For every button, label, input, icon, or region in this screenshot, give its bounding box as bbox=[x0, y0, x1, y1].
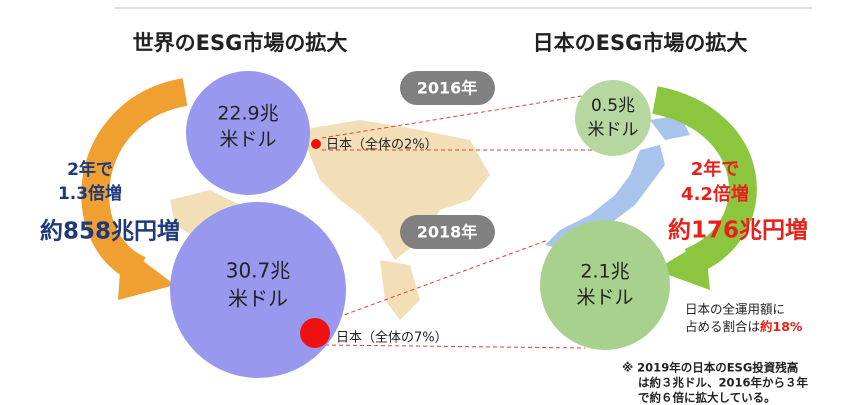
increase-text: 約858兆円増 bbox=[40, 218, 180, 245]
world-map bbox=[170, 120, 490, 320]
footnote: は約３兆ドル、2016年から３年 bbox=[638, 376, 809, 390]
japan-note: 日本（全体の2%） bbox=[326, 137, 438, 153]
circle-label: 30.7兆 bbox=[226, 259, 291, 283]
increase-text: 約176兆円増 bbox=[668, 217, 808, 244]
share-note: 占める割合は約18% bbox=[685, 319, 803, 334]
share-note: 日本の全運用額に bbox=[685, 302, 785, 317]
world-circle-2016 bbox=[186, 71, 310, 195]
circle-label: 米ドル bbox=[588, 120, 639, 140]
japan-arrow bbox=[651, 86, 757, 275]
circle-label: 0.5兆 bbox=[591, 96, 635, 116]
circle-label: 22.9兆 bbox=[217, 103, 278, 125]
japan-circle-2018 bbox=[540, 220, 670, 350]
dashed-connectors bbox=[321, 94, 592, 349]
world-title: 世界のESG市場の拡大 bbox=[133, 31, 348, 55]
growth-text: 2年で bbox=[67, 159, 113, 180]
japan-circle-2016 bbox=[575, 80, 651, 156]
share-note-text: 占める割合は bbox=[685, 319, 760, 334]
year-label: 2018年 bbox=[417, 223, 478, 242]
year-pill bbox=[400, 71, 495, 105]
japan-note: 日本（全体の7%） bbox=[336, 330, 448, 346]
growth-text: 2年で bbox=[691, 158, 740, 180]
japan-dot bbox=[311, 139, 321, 149]
growth-text: 1.3倍増 bbox=[58, 183, 122, 204]
circle-label: 米ドル bbox=[228, 287, 288, 311]
footnote: ※ 2019年の日本のESG投資残高 bbox=[622, 361, 798, 375]
circle-label: 米ドル bbox=[219, 129, 276, 151]
world-arrow bbox=[81, 78, 188, 283]
japan-arrow-head bbox=[655, 240, 710, 290]
year-pill bbox=[400, 215, 495, 249]
footnote: で約６倍に拡大している。 bbox=[638, 391, 776, 405]
japan-dot bbox=[300, 318, 330, 348]
year-label: 2016年 bbox=[417, 79, 478, 98]
circle-label: 米ドル bbox=[576, 287, 633, 309]
circle-label: 2.1兆 bbox=[580, 261, 629, 283]
share-value: 約18% bbox=[760, 319, 803, 334]
world-arrow-head bbox=[118, 245, 175, 300]
japan-title: 日本のESG市場の拡大 bbox=[533, 31, 748, 55]
growth-text: 4.2倍増 bbox=[681, 183, 749, 205]
